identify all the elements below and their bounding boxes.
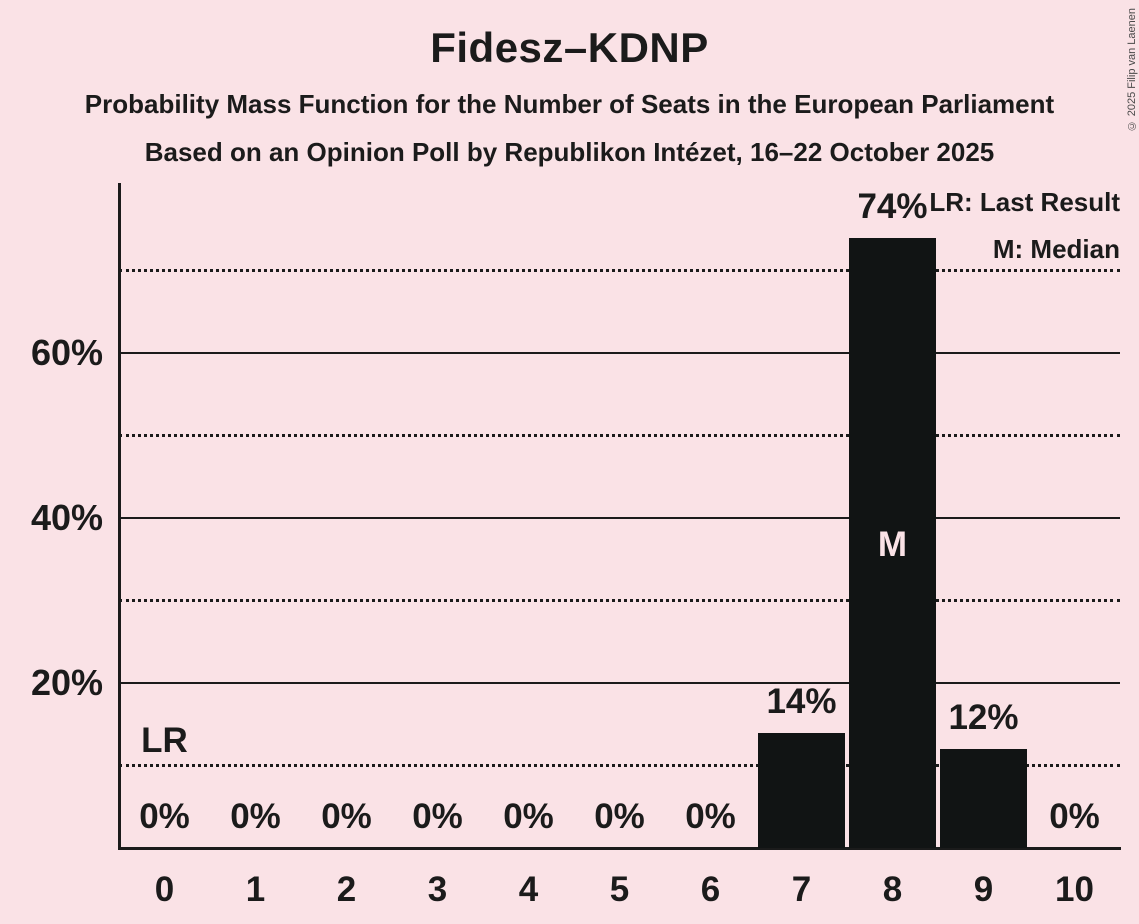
x-axis-tick-label-8: 8: [882, 870, 903, 909]
copyright-note: © 2025 Filip van Laenen: [1126, 8, 1138, 132]
x-axis-tick-label-3: 3: [427, 870, 448, 909]
gridline-dotted-50pct: [119, 434, 1120, 437]
value-label-seat-9: 12%: [948, 698, 1019, 737]
gridline-solid-60pct: [119, 352, 1120, 354]
legend-median: M: Median: [992, 234, 1120, 264]
bar-seat-8: [849, 237, 936, 848]
x-axis-tick-label-0: 0: [154, 870, 175, 909]
bar-seat-9: [940, 749, 1027, 848]
y-axis-tick-label-40pct: 40%: [30, 497, 103, 538]
value-label-seat-2: 0%: [321, 797, 372, 836]
value-label-seat-0: 0%: [139, 797, 190, 836]
y-axis-tick-label-60pct: 60%: [30, 332, 103, 373]
median-marker: M: [877, 525, 908, 564]
x-axis-tick-label-7: 7: [791, 870, 812, 909]
value-label-seat-3: 0%: [412, 797, 463, 836]
last-result-label: LR: [141, 720, 188, 760]
x-axis-tick-label-9: 9: [973, 870, 994, 909]
x-axis-tick-label-5: 5: [609, 870, 630, 909]
value-label-seat-5: 0%: [594, 797, 645, 836]
gridline-solid-40pct: [119, 517, 1120, 519]
chart-subtitle-line2: Based on an Opinion Poll by Republikon I…: [144, 137, 995, 167]
x-axis-line: [118, 847, 1121, 850]
x-axis-tick-label-10: 10: [1055, 870, 1094, 909]
gridline-dotted-30pct: [119, 599, 1120, 602]
x-axis-tick-label-1: 1: [245, 870, 266, 909]
value-label-seat-8: 74%: [857, 186, 928, 226]
legend-last-result: LR: Last Result: [929, 187, 1120, 217]
value-label-seat-6: 0%: [685, 797, 736, 836]
x-axis-tick-label-4: 4: [518, 870, 539, 909]
bar-seat-7: [758, 732, 845, 848]
value-label-seat-7: 14%: [766, 681, 837, 721]
chart-title: Fidesz–KDNP: [430, 24, 709, 71]
value-label-seat-4: 0%: [503, 797, 554, 836]
y-axis-tick-label-20pct: 20%: [30, 662, 103, 703]
x-axis-tick-label-6: 6: [700, 870, 721, 909]
gridline-dotted-70pct: [119, 269, 1120, 272]
y-axis-line: [118, 183, 121, 850]
chart-subtitle-line1: Probability Mass Function for the Number…: [84, 89, 1055, 119]
value-label-seat-1: 0%: [230, 797, 281, 836]
gridline-dotted-10pct: [119, 764, 1120, 767]
value-label-seat-10: 0%: [1049, 797, 1100, 836]
gridline-solid-20pct: [119, 682, 1120, 684]
x-axis-tick-label-2: 2: [336, 870, 357, 909]
